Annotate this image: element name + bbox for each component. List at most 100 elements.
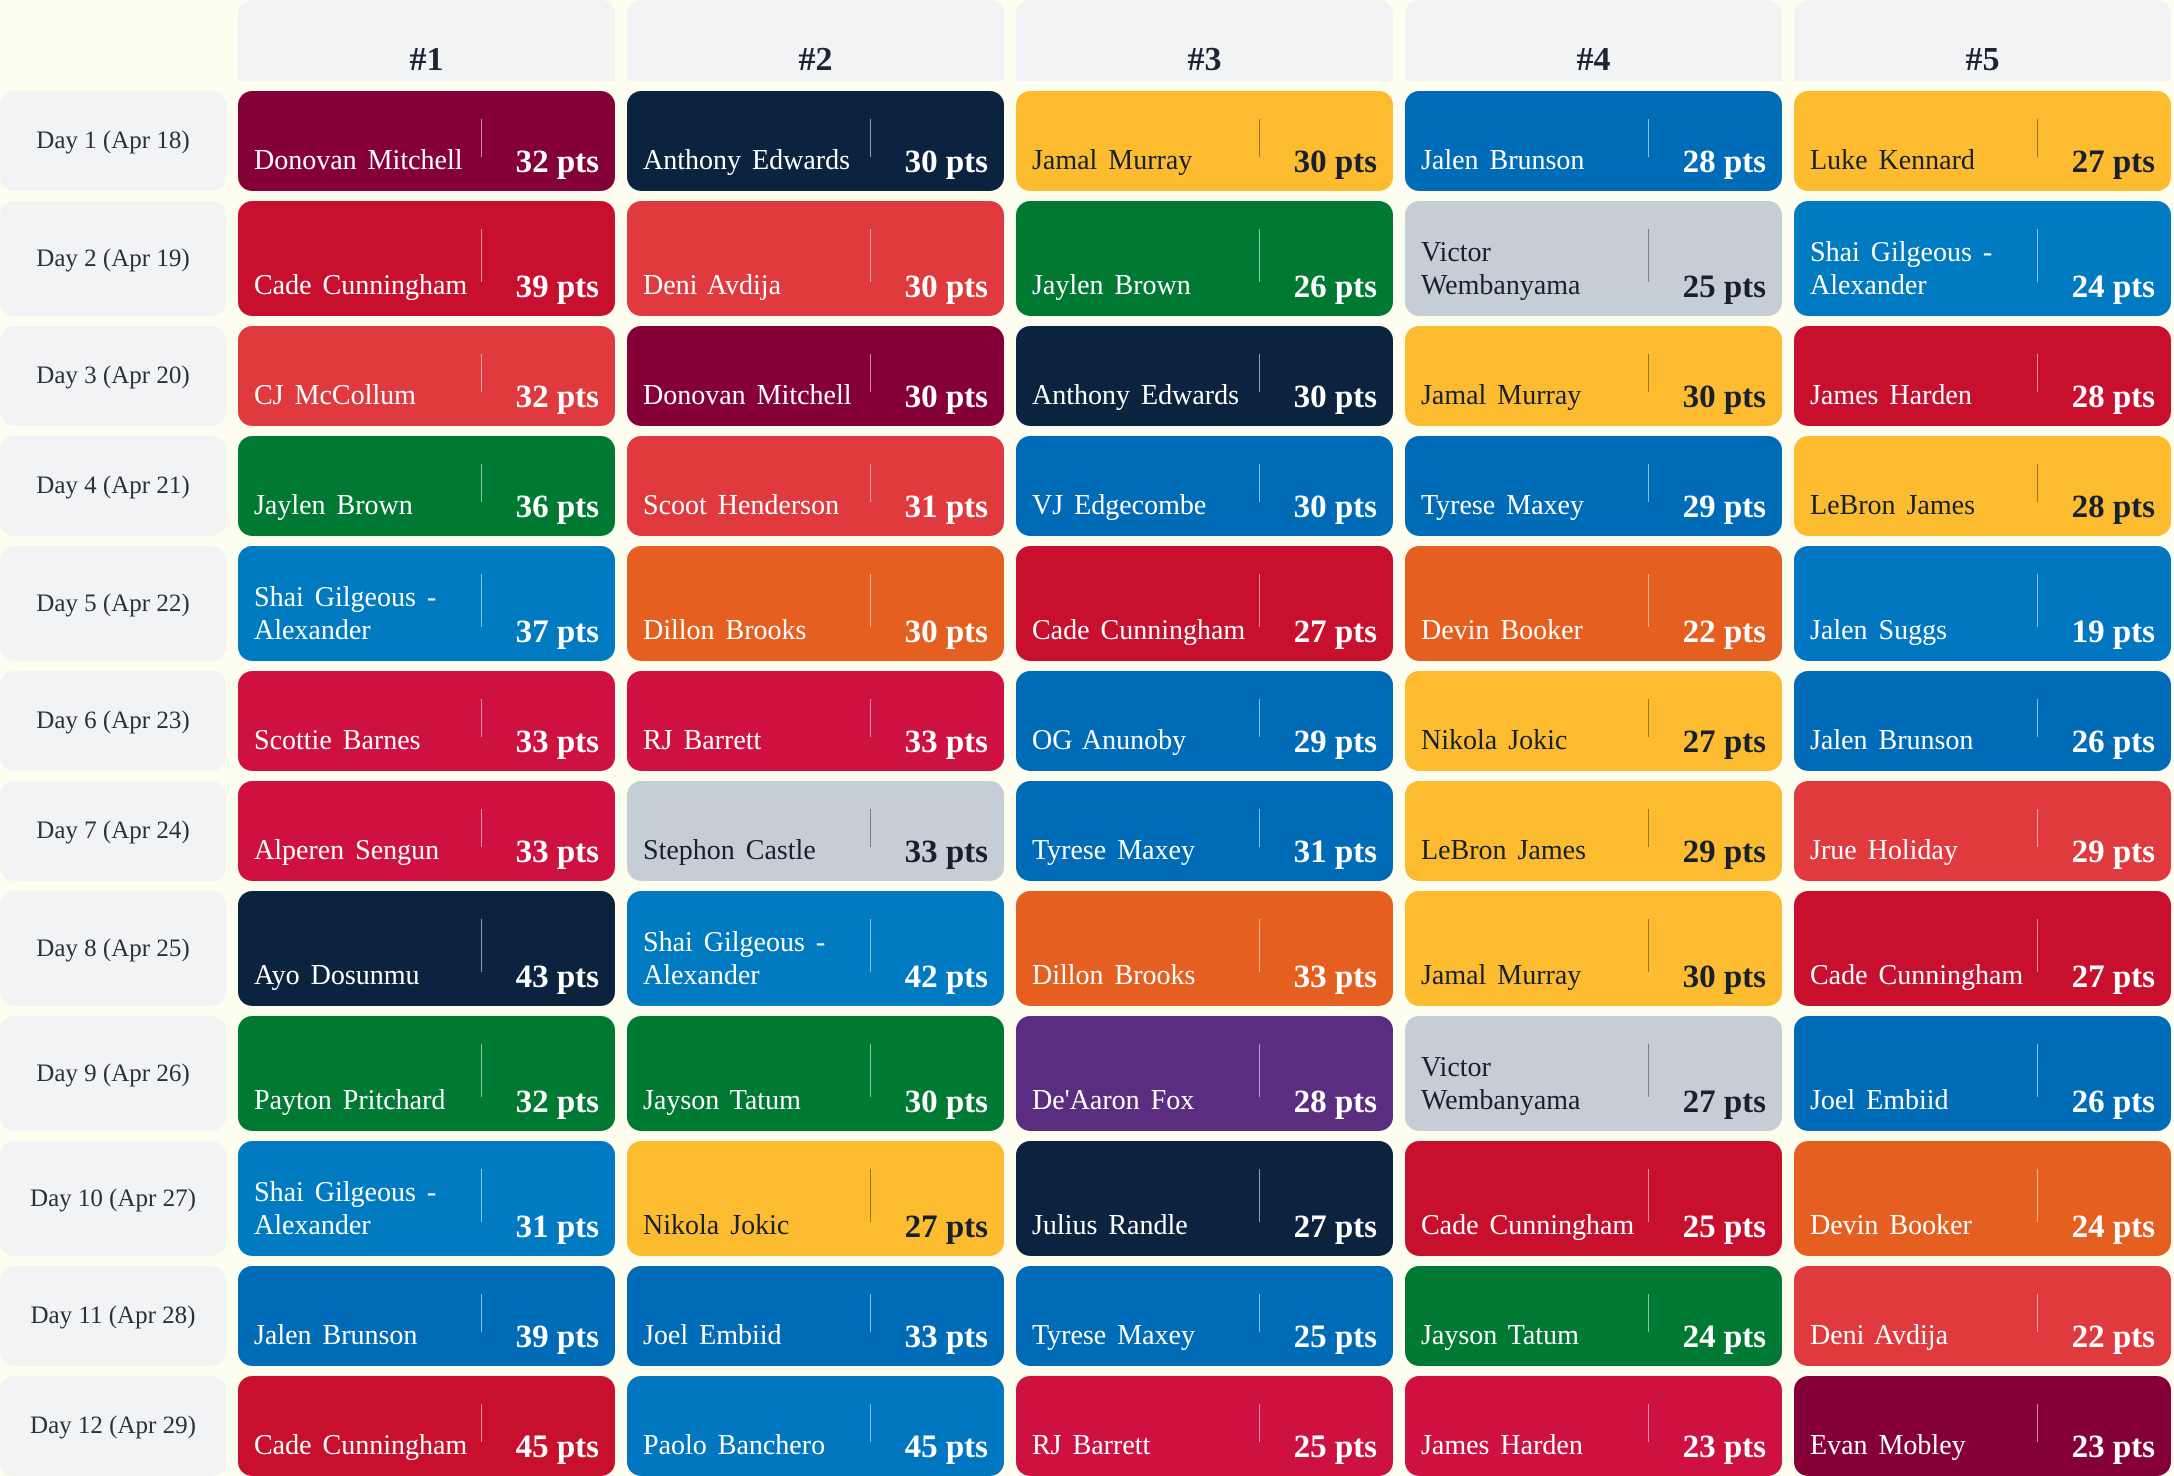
player-cell: OG Anunoby 29 pts [1016,671,1393,771]
player-name: Joel Embiid [1810,1085,1949,1116]
player-points: 33 pts [904,724,988,760]
player-name: Jayson Tatum [1421,1320,1579,1351]
player-cell: Jalen Brunson 26 pts [1794,671,2171,771]
player-points: 27 pts [1293,614,1377,650]
player-cell: Cade Cunningham 39 pts [238,201,615,316]
cell-divider [2037,1404,2038,1442]
day-label: Day 11 (Apr 28) [0,1266,226,1366]
player-points: 30 pts [904,144,988,180]
cell-divider [1259,1044,1260,1097]
player-cell: Cade Cunningham 27 pts [1016,546,1393,661]
player-cell: Donovan Mitchell 32 pts [238,91,615,191]
player-name: James Harden [1810,380,1972,411]
cell-divider [2037,574,2038,627]
cell-divider [481,1169,482,1222]
player-cell: Shai Gilgeous - Alexander 24 pts [1794,201,2171,316]
player-name: Shai Gilgeous - Alexander [1810,237,1993,301]
player-points: 33 pts [904,834,988,870]
player-name: Jalen Suggs [1810,615,1947,646]
player-cell: Jayson Tatum 24 pts [1405,1266,1782,1366]
player-points: 27 pts [1682,724,1766,760]
player-name: Joel Embiid [643,1320,782,1351]
player-points: 33 pts [904,1319,988,1355]
player-cell: Nikola Jokic 27 pts [1405,671,1782,771]
cell-divider [2037,119,2038,157]
player-cell: LeBron James 29 pts [1405,781,1782,881]
player-points: 45 pts [904,1429,988,1465]
player-points: 25 pts [1293,1429,1377,1465]
player-name: Tyrese Maxey [1421,490,1584,521]
cell-divider [870,119,871,157]
player-name: Jalen Brunson [254,1320,418,1351]
cell-divider [481,809,482,847]
player-name: Nikola Jokic [1421,725,1568,756]
player-cell: Donovan Mitchell 30 pts [627,326,1004,426]
cell-divider [870,229,871,282]
player-cell: Joel Embiid 33 pts [627,1266,1004,1366]
cell-divider [870,1404,871,1442]
player-name: Cade Cunningham [1810,960,2024,991]
cell-divider [481,1294,482,1332]
cell-divider [1648,574,1649,627]
cell-divider [2037,1169,2038,1222]
cell-divider [1648,1169,1649,1222]
day-label: Day 6 (Apr 23) [0,671,226,771]
player-points: 26 pts [2071,724,2155,760]
player-cell: Dillon Brooks 30 pts [627,546,1004,661]
player-points: 31 pts [1293,834,1377,870]
player-cell: CJ McCollum 32 pts [238,326,615,426]
player-name: Cade Cunningham [1032,615,1246,646]
cell-divider [1648,1044,1649,1097]
player-points: 28 pts [2071,379,2155,415]
player-name: Ayo Dosunmu [254,960,420,991]
cell-divider [870,919,871,972]
player-points: 30 pts [1293,489,1377,525]
player-name: Jalen Brunson [1810,725,1974,756]
cell-divider [870,699,871,737]
player-cell: Paolo Banchero 45 pts [627,1376,1004,1476]
player-points: 29 pts [1293,724,1377,760]
player-points: 27 pts [2071,144,2155,180]
player-points: 26 pts [2071,1084,2155,1120]
column-header-rank-2: #2 [627,0,1004,81]
player-name: Devin Booker [1810,1210,1972,1241]
column-header-rank-4: #4 [1405,0,1782,81]
player-points: 30 pts [904,269,988,305]
cell-divider [481,1404,482,1442]
player-name: Evan Mobley [1810,1430,1966,1461]
player-points: 39 pts [515,1319,599,1355]
player-points: 25 pts [1682,1209,1766,1245]
player-name: Cade Cunningham [254,1430,468,1461]
player-name: Dillon Brooks [643,615,807,646]
player-cell: Stephon Castle 33 pts [627,781,1004,881]
player-name: Deni Avdija [1810,1320,1949,1351]
player-name: Payton Pritchard [254,1085,446,1116]
player-name: Jalen Brunson [1421,145,1585,176]
cell-divider [481,699,482,737]
column-header-rank-3: #3 [1016,0,1393,81]
player-name: Jamal Murray [1032,145,1193,176]
player-cell: Cade Cunningham 25 pts [1405,1141,1782,1256]
player-name: Paolo Banchero [643,1430,826,1461]
player-cell: Jaylen Brown 36 pts [238,436,615,536]
player-points: 22 pts [1682,614,1766,650]
player-points: 32 pts [515,144,599,180]
cell-divider [870,574,871,627]
cell-divider [1648,464,1649,502]
player-cell: Devin Booker 24 pts [1794,1141,2171,1256]
day-label: Day 10 (Apr 27) [0,1141,226,1256]
player-cell: Deni Avdija 22 pts [1794,1266,2171,1366]
player-points: 32 pts [515,1084,599,1120]
day-label: Day 4 (Apr 21) [0,436,226,536]
player-points: 37 pts [515,614,599,650]
player-name: Scottie Barnes [254,725,421,756]
player-cell: Payton Pritchard 32 pts [238,1016,615,1131]
player-cell: Tyrese Maxey 25 pts [1016,1266,1393,1366]
player-cell: Victor Wembanyama 25 pts [1405,201,1782,316]
player-name: Jaylen Brown [1032,270,1191,301]
player-points: 33 pts [515,724,599,760]
player-points: 25 pts [1682,269,1766,305]
player-points: 43 pts [515,959,599,995]
player-cell: Anthony Edwards 30 pts [1016,326,1393,426]
